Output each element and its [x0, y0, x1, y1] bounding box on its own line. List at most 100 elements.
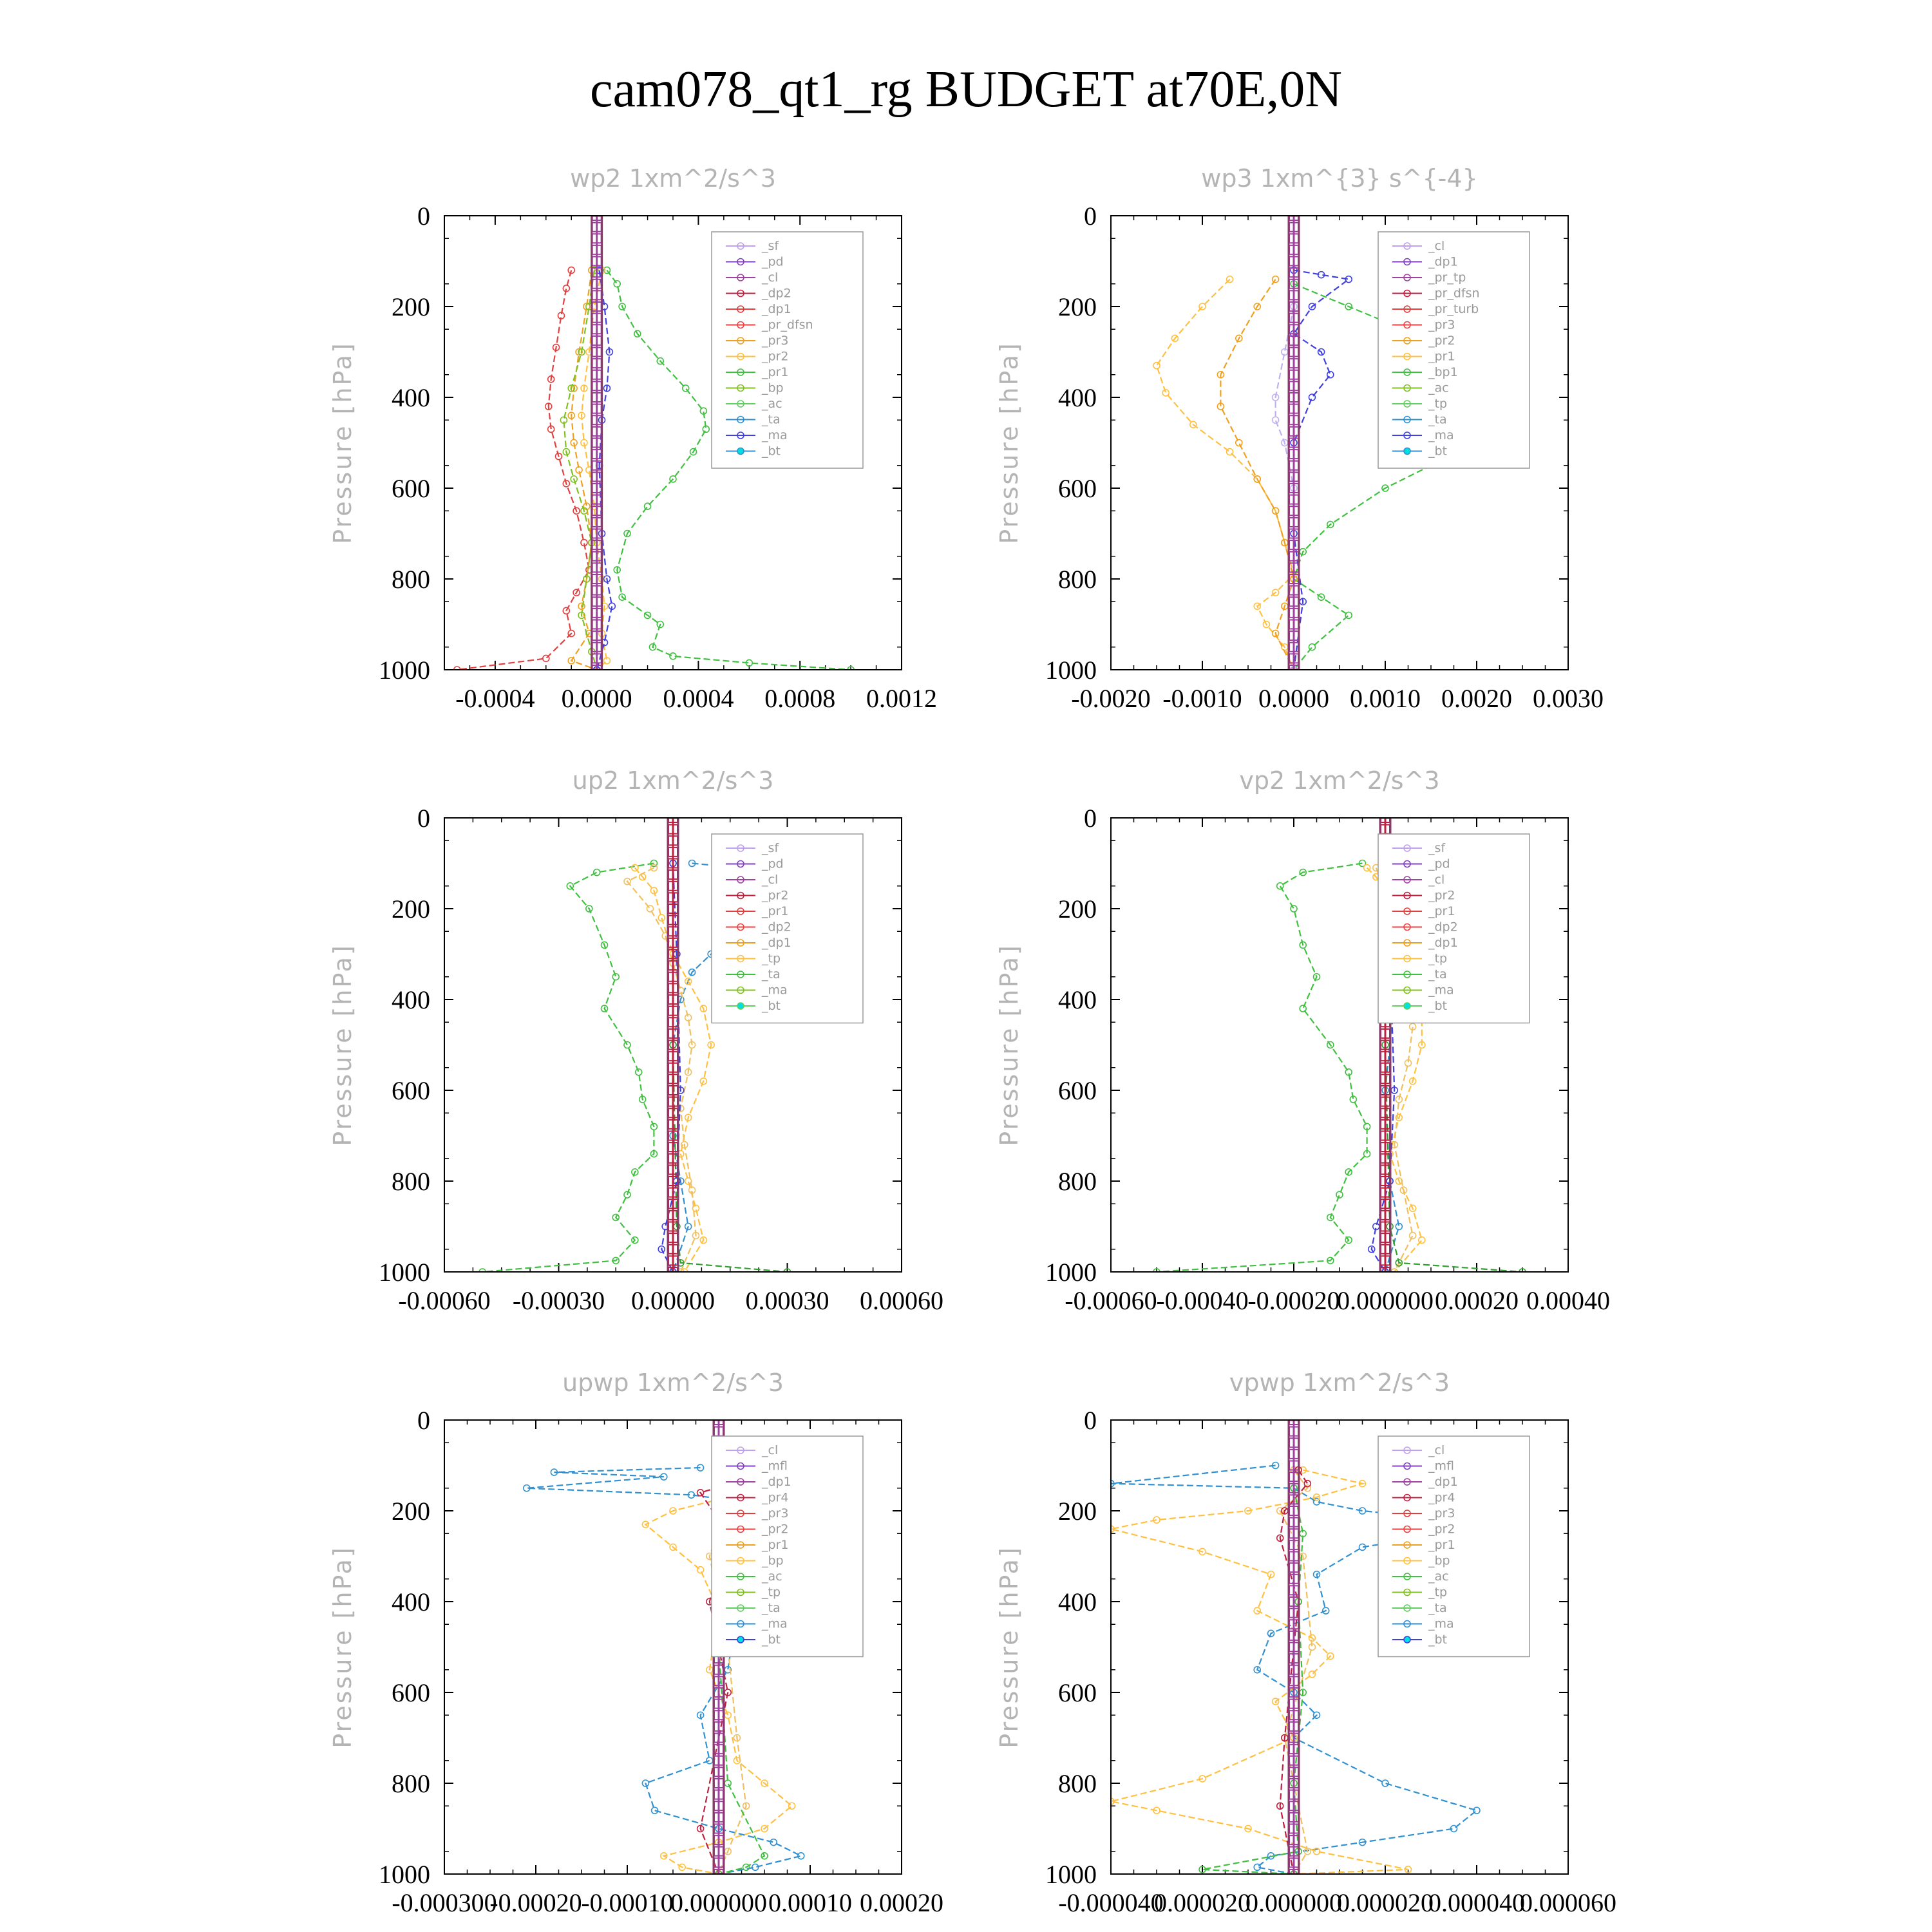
- data-point: [1345, 275, 1352, 283]
- data-point: [1395, 1259, 1403, 1267]
- x-tick-label: 0.0004: [663, 684, 734, 713]
- legend-marker: [737, 305, 744, 313]
- data-point: [1262, 620, 1271, 629]
- legend-label: _bp: [1428, 1554, 1450, 1568]
- y-axis-label: Pressure [hPa]: [995, 943, 1023, 1146]
- legend-marker: [1403, 923, 1411, 931]
- legend-marker: [1403, 242, 1411, 250]
- data-point: [668, 818, 678, 823]
- legend-marker: [737, 971, 744, 978]
- data-point: [1299, 941, 1307, 949]
- legend-label: _ma: [1428, 1617, 1454, 1631]
- x-tick-label: -0.00020: [1247, 1286, 1340, 1315]
- legend-label: _sf: [761, 841, 779, 855]
- data-point: [1450, 1824, 1458, 1833]
- y-tick-label: 0: [417, 202, 430, 231]
- data-point: [1312, 1847, 1321, 1855]
- x-tick-label: 0.000000: [1245, 1888, 1342, 1917]
- legend-marker: [1403, 939, 1411, 947]
- legend-label: _pr_turb: [1428, 302, 1479, 316]
- data-point: [1153, 1806, 1160, 1815]
- y-tick-label: 200: [1058, 895, 1097, 923]
- legend-label: _pr1: [1428, 350, 1455, 364]
- legend-label: _ma: [761, 1617, 788, 1631]
- data-point: [1253, 1665, 1261, 1674]
- data-point: [742, 1802, 750, 1810]
- legend-label: _pr3: [761, 1506, 788, 1520]
- series-line: [457, 270, 590, 670]
- data-point: [1271, 589, 1280, 596]
- x-tick-label: 0.00020: [860, 1888, 943, 1917]
- legend-label: _dp1: [761, 936, 791, 950]
- data-point: [613, 279, 621, 288]
- data-point: [1253, 475, 1261, 483]
- data-point: [680, 1268, 688, 1272]
- data-point: [567, 384, 576, 392]
- legend-label: _sf: [1428, 841, 1446, 855]
- x-tick-label: 0.0020: [1441, 684, 1512, 713]
- data-point: [578, 602, 585, 611]
- data-point: [1271, 629, 1280, 638]
- legend-marker: [737, 1510, 744, 1517]
- legend-marker: [737, 891, 744, 900]
- data-point: [699, 407, 708, 415]
- legend-label: _pr_dfsn: [761, 318, 813, 332]
- x-tick-label: 0.000020: [1154, 1888, 1251, 1917]
- data-point: [761, 1852, 768, 1860]
- panel-title: wp2 1xm^2/s^3: [570, 164, 776, 193]
- legend-marker: [1403, 1510, 1411, 1517]
- y-tick-label: 600: [1058, 474, 1097, 503]
- data-point: [1111, 1525, 1115, 1533]
- y-axis-label: Pressure [hPa]: [328, 341, 357, 544]
- data-point: [552, 343, 560, 352]
- legend-marker: [737, 1620, 744, 1628]
- data-point: [1198, 1775, 1206, 1783]
- legend-marker: [1403, 1478, 1411, 1486]
- data-point: [649, 643, 657, 651]
- data-point: [1289, 665, 1299, 670]
- data-point: [573, 507, 580, 515]
- data-point: [1408, 1204, 1417, 1213]
- data-point: [1363, 1122, 1371, 1131]
- data-point: [1276, 1507, 1284, 1515]
- data-point: [1404, 1059, 1412, 1067]
- data-point: [578, 611, 585, 620]
- x-tick-label: 0.000040: [1428, 1888, 1525, 1917]
- data-point: [603, 266, 611, 274]
- legend-label: _pr4: [1428, 1491, 1455, 1505]
- legend-label: _dp2: [761, 920, 791, 934]
- data-point: [714, 1869, 724, 1874]
- y-tick-label: 400: [392, 985, 430, 1014]
- legend-label: _pr4: [761, 1491, 788, 1505]
- plot-area: [478, 818, 829, 1272]
- legend-marker: [737, 1525, 744, 1533]
- legend-marker: [1403, 337, 1411, 345]
- legend-marker: [1403, 1493, 1411, 1502]
- panel-title: up2 1xm^2/s^3: [573, 766, 774, 795]
- legend-label: _pr3: [1428, 318, 1455, 332]
- data-point: [1381, 1779, 1389, 1787]
- data-point: [783, 1268, 791, 1272]
- y-tick-label: 0: [1084, 1406, 1097, 1435]
- data-point: [1345, 1236, 1352, 1244]
- data-point: [660, 1473, 668, 1481]
- data-point: [1363, 864, 1371, 872]
- series-line: [1156, 862, 1368, 1272]
- data-point: [1327, 370, 1334, 379]
- legend-label: _pr1: [1428, 1538, 1455, 1552]
- y-tick-label: 1000: [379, 656, 430, 685]
- data-point: [702, 425, 710, 433]
- x-tick-label: 0.00060: [860, 1286, 943, 1315]
- y-tick-label: 0: [417, 804, 430, 833]
- data-point: [1217, 370, 1225, 379]
- legend-label: _bt: [761, 1633, 781, 1647]
- legend-label: _cl: [1428, 873, 1444, 887]
- data-point: [1327, 1041, 1334, 1049]
- legend-label: _dp1: [761, 302, 791, 316]
- legend-marker: [1403, 289, 1411, 298]
- legend-marker: [737, 368, 744, 376]
- data-point: [1317, 593, 1325, 601]
- data-point: [612, 972, 620, 981]
- legend-marker: [1403, 274, 1411, 281]
- data-point: [578, 412, 585, 420]
